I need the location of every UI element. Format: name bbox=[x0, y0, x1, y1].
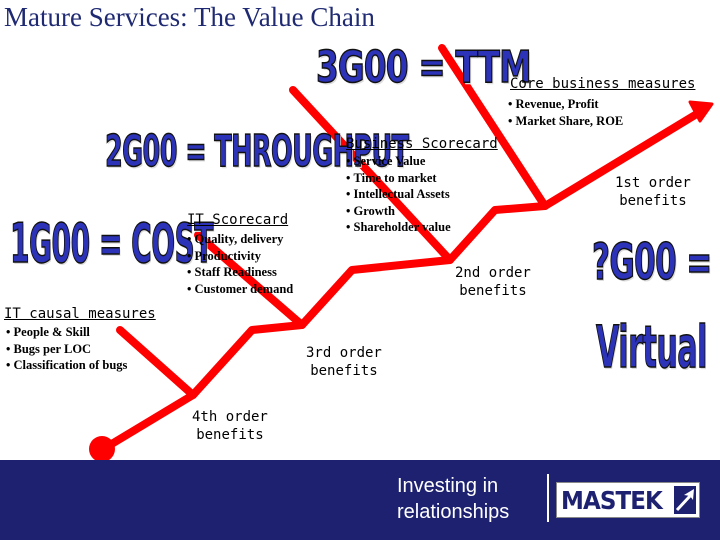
label-virtual: Virtual bbox=[596, 312, 708, 382]
list-item: Intellectual Assets bbox=[346, 186, 451, 203]
list-item: Customer demand bbox=[187, 281, 294, 298]
it-scorecard-title: IT Scorecard bbox=[187, 212, 289, 228]
arrow-branch-4th bbox=[116, 326, 197, 399]
logo-text: MASTEK bbox=[561, 486, 663, 515]
list-item: Market Share, ROE bbox=[508, 113, 624, 130]
arrow-branch-1st bbox=[438, 44, 549, 210]
arrow-main-path bbox=[96, 108, 704, 455]
it-causal-list: People & Skill Bugs per LOC Classificati… bbox=[6, 324, 128, 374]
list-item: Staff Readiness bbox=[187, 264, 293, 281]
logo-arrow-icon bbox=[674, 486, 696, 514]
third-order-benefits: 3rd order benefits bbox=[306, 345, 382, 379]
footer-divider bbox=[547, 474, 549, 522]
list-item: Productivity bbox=[187, 248, 293, 265]
core-business-title: Core business measures bbox=[510, 76, 696, 92]
it-scorecard-list: Quality, delivery Productivity Staff Rea… bbox=[187, 231, 294, 298]
label-3g00-ttm: 3G00 = TTM bbox=[315, 41, 532, 94]
business-scorecard-list: Service Value Time to market Intellectua… bbox=[346, 153, 451, 236]
list-item: Revenue, Profit bbox=[508, 96, 623, 113]
first-order-benefits: 1st order benefits bbox=[615, 175, 691, 209]
second-order-benefits: 2nd order benefits bbox=[455, 265, 531, 299]
list-item: Growth bbox=[346, 203, 451, 220]
mastek-logo: MASTEK bbox=[556, 482, 700, 518]
arrow-head bbox=[688, 100, 714, 123]
page-title: Mature Services: The Value Chain bbox=[4, 2, 375, 32]
list-item: Bugs per LOC bbox=[6, 341, 127, 358]
list-item: Shareholder value bbox=[346, 219, 451, 236]
fourth-order-benefits: 4th order benefits bbox=[192, 409, 268, 443]
list-item: Service Value bbox=[346, 153, 451, 170]
it-causal-title: IT causal measures bbox=[4, 306, 156, 322]
business-scorecard-title: Business Scorecard bbox=[346, 136, 498, 152]
core-business-list: Revenue, Profit Market Share, ROE bbox=[508, 96, 624, 130]
list-item: Time to market bbox=[346, 170, 451, 187]
list-item: Quality, delivery bbox=[187, 231, 293, 248]
arrow-start-dot bbox=[89, 436, 115, 462]
label-qg00: ?G00 = bbox=[592, 232, 713, 292]
list-item: People & Skill bbox=[6, 324, 127, 341]
footer-tagline: Investing in relationships bbox=[397, 475, 510, 523]
list-item: Classification of bugs bbox=[6, 357, 128, 374]
label-1g00-cost: 1G00 = COST bbox=[10, 211, 214, 276]
